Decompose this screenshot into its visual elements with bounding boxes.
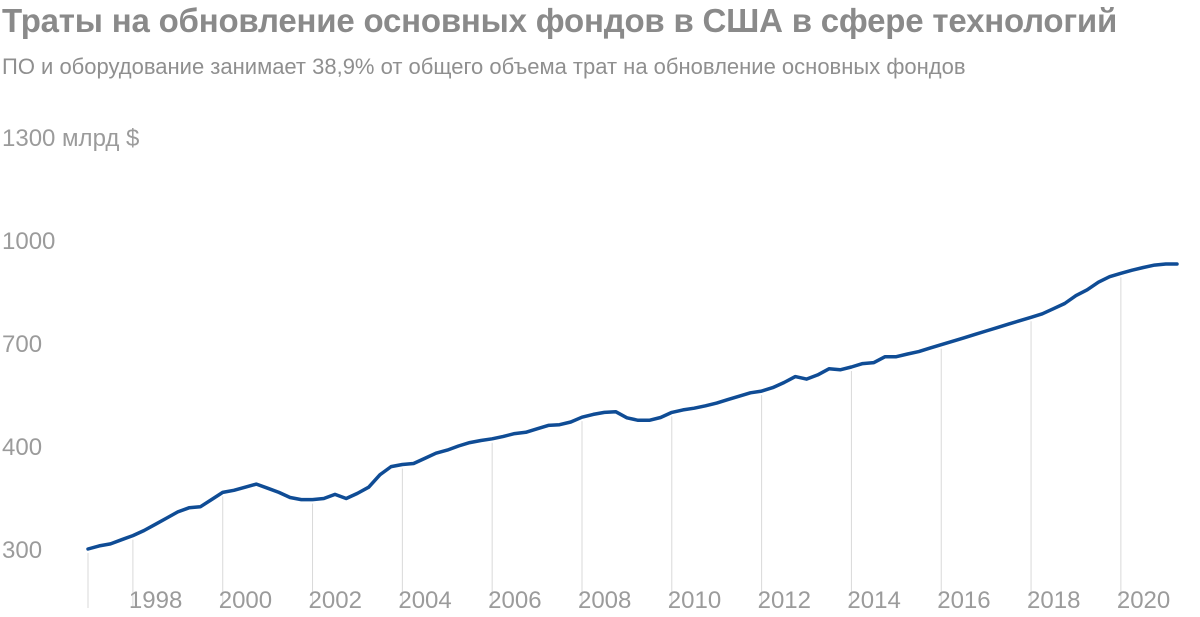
x-tick-label: 2002 <box>309 587 362 614</box>
y-tick-label: 400 <box>2 434 42 461</box>
y-tick-label: 300 <box>2 537 42 564</box>
x-tick-label: 2016 <box>937 587 990 614</box>
x-tick-label: 2004 <box>398 587 451 614</box>
grid-lines <box>87 277 1122 608</box>
y-tick-label: 1000 <box>2 228 55 255</box>
x-tick-label: 2000 <box>219 587 272 614</box>
x-tick-label: 2008 <box>578 587 631 614</box>
x-tick-label: 2014 <box>847 587 900 614</box>
x-tick-label: 2006 <box>488 587 541 614</box>
x-axis-ticks: 1998 2000 2002 2004 2006 2008 2010 2012 2014 2016… <box>129 587 1170 614</box>
chart-subtitle: ПО и оборудование занимает 38,9% от обще… <box>2 54 966 79</box>
chart-title: Траты на обновление основных фондов в СШ… <box>2 2 1118 39</box>
y-tick-label: 1300 млрд $ <box>2 125 139 152</box>
series-line <box>86 262 1179 551</box>
x-tick-label: 2020 <box>1117 587 1170 614</box>
y-tick-label: 700 <box>2 331 42 358</box>
series-layer <box>86 262 1179 551</box>
x-tick-label: 2010 <box>668 587 721 614</box>
x-tick-label: 1998 <box>129 587 182 614</box>
x-tick-label: 2012 <box>758 587 811 614</box>
x-tick-label: 2018 <box>1027 587 1080 614</box>
y-axis-ticks: 300 400 700 1000 1300 млрд $ <box>2 125 139 564</box>
